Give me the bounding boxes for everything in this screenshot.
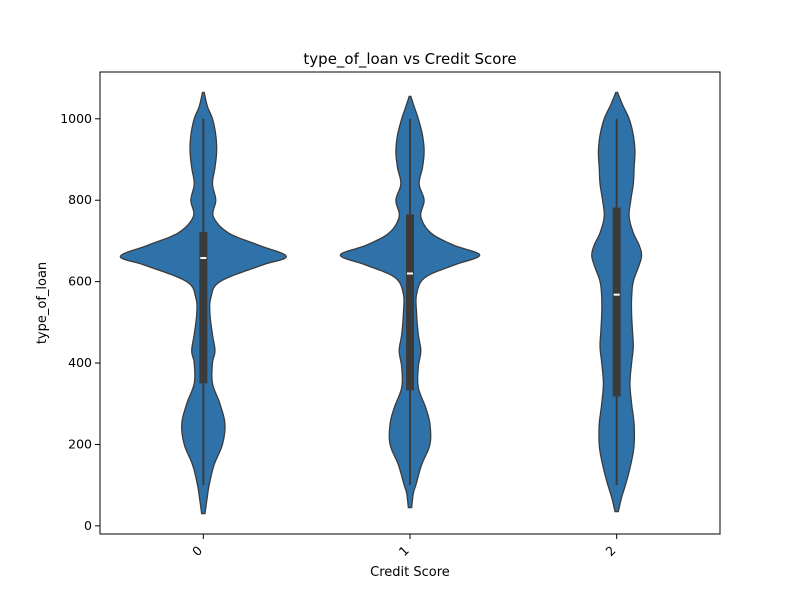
iqr-box-2 bbox=[612, 207, 621, 397]
x-tick-label: 2 bbox=[602, 543, 618, 559]
y-tick-label: 0 bbox=[84, 518, 92, 533]
chart-title: type_of_loan vs Credit Score bbox=[303, 50, 516, 69]
x-axis: 0 1 2 bbox=[189, 534, 619, 559]
y-tick-label: 600 bbox=[68, 274, 92, 289]
y-axis: 0 200 400 600 800 1000 bbox=[60, 111, 100, 533]
y-tick-label: 1000 bbox=[60, 111, 92, 126]
y-tick-label: 200 bbox=[68, 436, 92, 451]
y-axis-label: type_of_loan bbox=[35, 262, 50, 344]
x-axis-label: Credit Score bbox=[370, 565, 450, 580]
y-tick-label: 800 bbox=[68, 192, 92, 207]
x-tick-label: 0 bbox=[189, 543, 205, 559]
plot-area bbox=[119, 91, 643, 515]
iqr-box-1 bbox=[406, 214, 414, 391]
y-tick-label: 400 bbox=[68, 355, 92, 370]
iqr-box-0 bbox=[199, 231, 208, 384]
x-tick-label: 1 bbox=[396, 543, 412, 559]
